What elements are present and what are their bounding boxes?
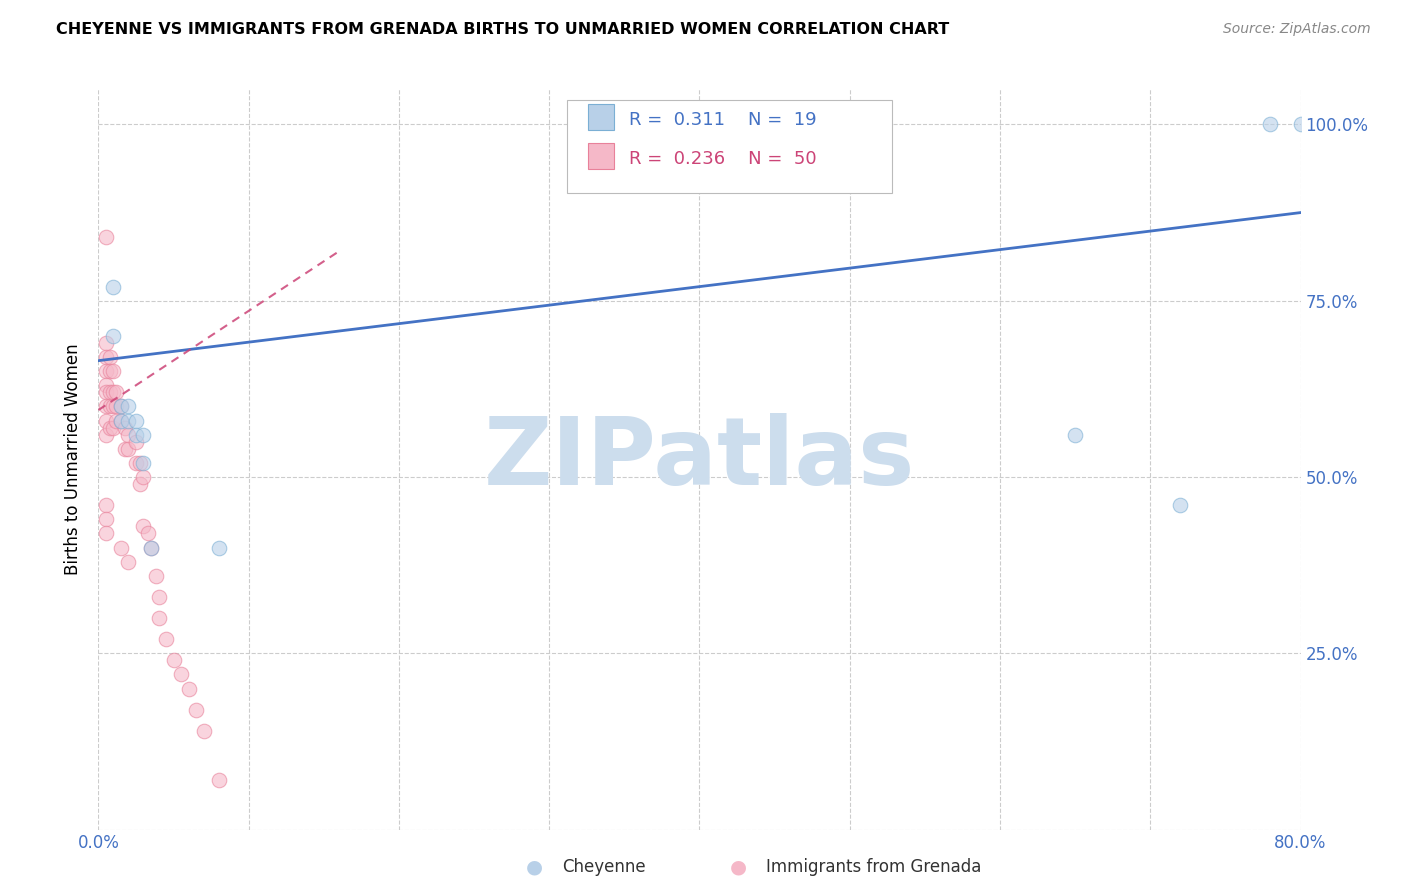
Point — [103, 329, 125, 343]
Point — [1289, 118, 1312, 132]
Point — [94, 414, 117, 428]
Text: ●: ● — [730, 857, 747, 877]
Point — [110, 400, 132, 414]
Text: Source: ZipAtlas.com: Source: ZipAtlas.com — [1223, 22, 1371, 37]
Point — [139, 541, 162, 555]
Point — [132, 427, 155, 442]
Point — [132, 470, 155, 484]
Point — [208, 541, 231, 555]
Point — [184, 703, 207, 717]
Point — [94, 427, 117, 442]
Point — [94, 498, 117, 512]
Point — [117, 427, 139, 442]
Point — [132, 456, 155, 470]
Point — [94, 230, 117, 244]
Point — [100, 385, 122, 400]
Point — [117, 442, 139, 456]
Point — [148, 590, 170, 604]
Bar — [588, 144, 614, 169]
Point — [125, 414, 148, 428]
Point — [658, 118, 681, 132]
Point — [139, 541, 162, 555]
Text: Cheyenne: Cheyenne — [562, 858, 645, 876]
Point — [148, 611, 170, 625]
Point — [129, 456, 152, 470]
Point — [94, 526, 117, 541]
Point — [117, 414, 139, 428]
Point — [1064, 427, 1087, 442]
Point — [110, 541, 132, 555]
Point — [103, 400, 125, 414]
Point — [94, 350, 117, 364]
Point — [94, 512, 117, 526]
Text: Immigrants from Grenada: Immigrants from Grenada — [766, 858, 981, 876]
Point — [110, 414, 132, 428]
Point — [208, 773, 231, 788]
Point — [193, 723, 215, 738]
Text: R =  0.236    N =  50: R = 0.236 N = 50 — [628, 150, 817, 168]
Point — [94, 378, 117, 392]
Point — [177, 681, 200, 696]
Point — [136, 526, 159, 541]
Text: ZIPatlas: ZIPatlas — [484, 413, 915, 506]
Point — [748, 118, 770, 132]
Point — [117, 400, 139, 414]
Point — [110, 414, 132, 428]
Point — [103, 279, 125, 293]
Text: ●: ● — [526, 857, 543, 877]
Point — [103, 364, 125, 378]
Point — [103, 385, 125, 400]
Text: CHEYENNE VS IMMIGRANTS FROM GRENADA BIRTHS TO UNMARRIED WOMEN CORRELATION CHART: CHEYENNE VS IMMIGRANTS FROM GRENADA BIRT… — [56, 22, 949, 37]
Point — [105, 400, 128, 414]
Point — [105, 385, 128, 400]
Point — [1260, 118, 1282, 132]
FancyBboxPatch shape — [567, 100, 891, 193]
Point — [100, 400, 122, 414]
Point — [125, 456, 148, 470]
Point — [145, 568, 167, 582]
Point — [155, 632, 177, 647]
Point — [100, 350, 122, 364]
Point — [94, 385, 117, 400]
Point — [162, 653, 184, 667]
Point — [105, 414, 128, 428]
Y-axis label: Births to Unmarried Women: Births to Unmarried Women — [65, 343, 83, 575]
Point — [117, 555, 139, 569]
Point — [100, 364, 122, 378]
Point — [94, 400, 117, 414]
Point — [170, 667, 193, 681]
Point — [110, 400, 132, 414]
Point — [94, 336, 117, 351]
Point — [100, 420, 122, 434]
Point — [132, 519, 155, 533]
Point — [103, 420, 125, 434]
Point — [1170, 498, 1192, 512]
Bar — [588, 104, 614, 130]
Point — [114, 442, 136, 456]
Text: R =  0.311    N =  19: R = 0.311 N = 19 — [628, 111, 817, 128]
Point — [114, 420, 136, 434]
Point — [129, 477, 152, 491]
Point — [125, 427, 148, 442]
Point — [94, 364, 117, 378]
Point — [125, 434, 148, 449]
